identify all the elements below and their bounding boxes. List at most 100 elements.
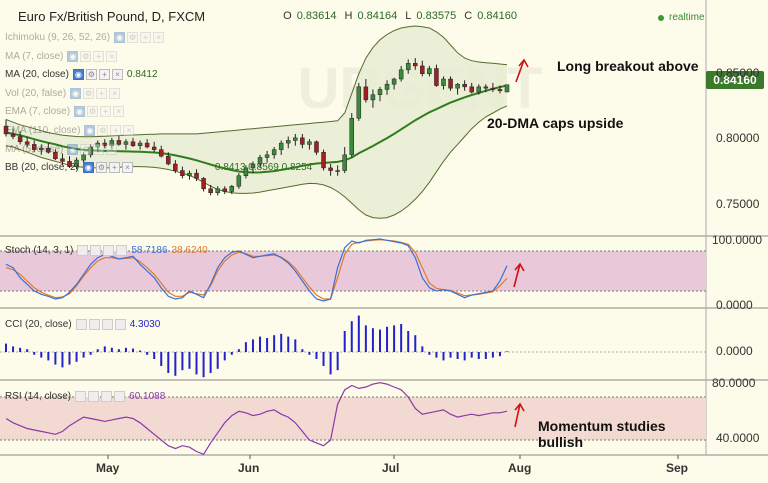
add-icon[interactable]: + (93, 50, 105, 62)
candle-body (328, 167, 333, 171)
settings-icon[interactable]: ⚙ (80, 50, 92, 62)
symbol-title[interactable]: Euro Fx/British Pound, D, FXCM (18, 8, 206, 24)
close-icon[interactable]: × (109, 87, 121, 99)
eye-icon[interactable]: ◉ (67, 143, 79, 155)
cci-value: 4.3030 (129, 319, 161, 330)
candle (81, 152, 86, 163)
settings-icon[interactable]: ⚙ (87, 106, 99, 118)
close-icon[interactable]: × (106, 50, 118, 62)
close-icon[interactable]: × (111, 69, 123, 81)
candle (490, 82, 496, 93)
stoch-label[interactable]: Stoch (14, 3, 1) (5, 245, 74, 256)
eye-icon[interactable]: ◉ (67, 50, 79, 62)
settings-icon[interactable]: ⚙ (85, 69, 97, 81)
candle (243, 165, 249, 179)
add-icon[interactable]: + (108, 162, 120, 174)
settings-icon[interactable]: ⚙ (95, 162, 107, 174)
candle (17, 131, 23, 145)
stoch-tick-label: 100.0000 (712, 233, 763, 247)
month-label: May (96, 461, 120, 475)
settings-icon[interactable]: ⚙ (127, 32, 139, 43)
candle (151, 141, 157, 153)
indicator-controls[interactable]: ◉ ⚙ + × (67, 50, 118, 62)
add-icon[interactable]: + (140, 32, 152, 43)
eye-icon[interactable]: ◉ (74, 106, 86, 118)
indicator-controls[interactable]: ◉ ⚙ + × (74, 106, 125, 118)
rsi-line (5, 382, 508, 456)
indicator-row[interactable]: Vol (20, false) ◉ ⚙ + × (5, 87, 121, 99)
close-icon[interactable]: × (113, 106, 125, 118)
indicator-row[interactable]: EMA (110, close) ◉ ⚙ + × (5, 125, 135, 136)
candle-body (405, 63, 411, 71)
settings-icon[interactable]: ⚙ (97, 125, 109, 136)
indicator-row[interactable]: MA (5, close) ◉ ⚙ + × (5, 143, 118, 155)
stoch-controls[interactable] (77, 245, 128, 256)
arrow-shaft (514, 403, 521, 428)
close-icon[interactable]: × (153, 32, 165, 43)
indicator-controls[interactable]: ◉ ⚙ + × (82, 162, 133, 174)
add-icon[interactable]: + (110, 125, 122, 136)
close-icon[interactable]: × (106, 143, 118, 155)
close-icon[interactable]: × (123, 125, 135, 136)
candle (391, 77, 397, 90)
stoch-tick-label: 0.0000 (716, 298, 753, 312)
candle (293, 133, 298, 146)
month-label: Sep (666, 461, 689, 475)
add-icon[interactable]: + (96, 87, 108, 99)
candle-body (53, 151, 58, 160)
indicator-row[interactable]: BB (20, close, 2) ◉ ⚙ + × 0.8413 0.8569 0.825… (5, 162, 312, 174)
indicator-row[interactable]: EMA (7, close) ◉ ⚙ + × (5, 106, 125, 118)
settings-icon[interactable]: ⚙ (83, 87, 95, 99)
candle-body (250, 163, 256, 169)
rsi-controls[interactable] (75, 391, 126, 402)
candle (180, 166, 185, 179)
candle-body (293, 137, 298, 141)
add-icon[interactable]: + (93, 143, 105, 155)
candle (250, 161, 256, 174)
indicator-label[interactable]: MA (7, close) (5, 50, 64, 62)
candle-body (504, 84, 510, 93)
indicator-label[interactable]: EMA (7, close) (5, 106, 71, 118)
cci-label[interactable]: CCI (20, close) (5, 319, 72, 330)
candle (314, 140, 319, 155)
indicator-label[interactable]: EMA (110, close) (5, 125, 81, 136)
indicator-controls[interactable]: ◉ ⚙ + × (72, 69, 123, 81)
add-icon[interactable]: + (100, 106, 112, 118)
candle (469, 82, 474, 94)
stoch-d-value: 38.6240 (171, 245, 208, 256)
candle (201, 177, 206, 192)
eye-icon[interactable]: ◉ (114, 32, 126, 43)
eye-icon[interactable]: ◉ (84, 125, 96, 136)
candle-body (60, 158, 65, 162)
annotation-breakout: Long breakout above (557, 58, 699, 74)
candle-body (377, 89, 383, 95)
candle-body (391, 78, 397, 85)
indicator-controls[interactable]: ◉ ⚙ + × (70, 87, 121, 99)
indicator-label[interactable]: MA (20, close) (5, 69, 69, 81)
indicator-label[interactable]: BB (20, close, 2) (5, 162, 79, 174)
indicator-label[interactable]: Ichimoku (9, 26, 52, 26) (5, 32, 111, 43)
indicator-controls[interactable]: ◉ ⚙ + × (67, 143, 118, 155)
add-icon[interactable]: + (98, 69, 110, 81)
indicator-row[interactable]: MA (20, close) ◉ ⚙ + × 0.8412 (5, 69, 158, 81)
candle-body (10, 133, 16, 137)
cci-controls[interactable] (75, 319, 126, 330)
eye-icon[interactable]: ◉ (70, 87, 82, 99)
stochastic-plot (5, 238, 508, 302)
eye-icon[interactable]: ◉ (82, 162, 94, 174)
eye-icon[interactable]: ◉ (72, 69, 84, 81)
indicator-controls[interactable]: ◉ ⚙ + × (114, 32, 165, 43)
candle (10, 128, 16, 140)
candle (74, 157, 79, 170)
indicator-label[interactable]: Vol (20, false) (5, 87, 67, 99)
settings-icon[interactable]: ⚙ (80, 143, 92, 155)
candle (187, 170, 192, 180)
close-icon[interactable]: × (121, 162, 133, 174)
rsi-label[interactable]: RSI (14, close) (5, 391, 72, 402)
indicator-row[interactable]: MA (7, close) ◉ ⚙ + × (5, 50, 118, 62)
indicator-row[interactable]: Ichimoku (9, 26, 52, 26) ◉ ⚙ + × (5, 32, 165, 43)
stoch-legend: Stoch (14, 3, 1) 58.7186 38.6240 (5, 245, 208, 256)
indicator-label[interactable]: MA (5, close) (5, 143, 64, 155)
indicator-controls[interactable]: ◉ ⚙ + × (84, 125, 135, 136)
annotation-dma: 20-DMA caps upside (487, 115, 624, 131)
